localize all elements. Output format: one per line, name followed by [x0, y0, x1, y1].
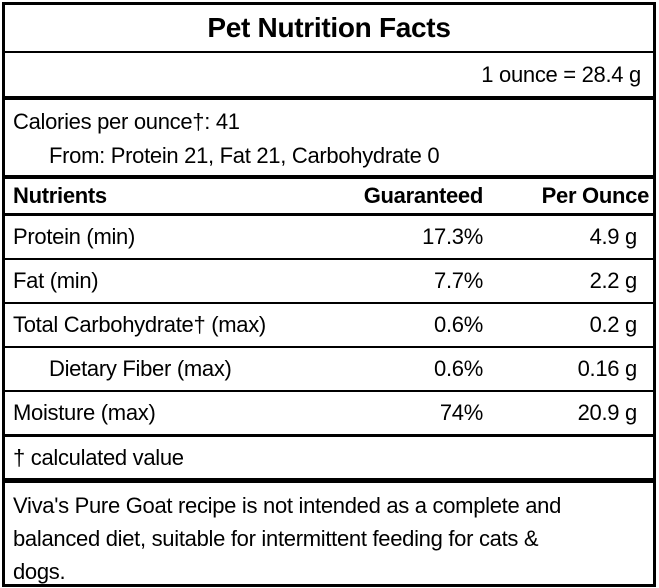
guaranteed-value: 0.6% [434, 312, 483, 337]
per-ounce-value: 0.16 g [577, 356, 638, 381]
table-row-protein: Protein (min) 17.3% 4.9 g [5, 216, 653, 260]
table-header-row: Nutrients Guaranteed Per Ounce [5, 179, 653, 216]
table-row-moisture: Moisture (max) 74% 20.9 g [5, 392, 653, 437]
per-ounce-value: 4.9 g [589, 224, 638, 249]
column-header-guaranteed: Guaranteed [363, 183, 484, 208]
column-header-per-ounce: Per Ounce [541, 183, 650, 208]
calories-section: Calories per ounce†: 41 From: Protein 21… [5, 100, 653, 179]
table-row-fat: Fat (min) 7.7% 2.2 g [5, 260, 653, 304]
serving-size-row: 1 ounce = 28.4 g [5, 53, 653, 100]
footnote-text: † calculated value [13, 444, 184, 470]
guaranteed-value: 7.7% [434, 268, 483, 293]
disclaimer-line: Viva's Pure Goat recipe is not intended … [13, 493, 562, 518]
nutrient-name: Dietary Fiber (max) [49, 356, 232, 381]
per-ounce-value: 2.2 g [589, 268, 638, 293]
table-row-carbohydrate: Total Carbohydrate† (max) 0.6% 0.2 g [5, 304, 653, 348]
disclaimer-section: Viva's Pure Goat recipe is not intended … [5, 483, 653, 587]
footnote-row: † calculated value [5, 437, 653, 483]
per-ounce-value: 0.2 g [589, 312, 638, 337]
disclaimer-line: balanced diet, suitable for intermittent… [13, 526, 539, 551]
guaranteed-value: 74% [439, 400, 483, 425]
guaranteed-value: 17.3% [422, 224, 483, 249]
label-title: Pet Nutrition Facts [5, 5, 653, 53]
per-ounce-value: 20.9 g [577, 400, 638, 425]
nutrient-name: Fat (min) [13, 268, 99, 293]
calories-from-text: From: Protein 21, Fat 21, Carbohydrate 0 [49, 143, 440, 168]
column-header-nutrients: Nutrients [13, 183, 107, 208]
nutrient-name: Moisture (max) [13, 400, 156, 425]
calories-per-ounce-text: Calories per ounce†: 41 [13, 109, 240, 134]
serving-size-text: 1 ounce = 28.4 g [481, 61, 641, 87]
disclaimer-line: dogs. [13, 559, 66, 584]
guaranteed-value: 0.6% [434, 356, 483, 381]
nutrient-name: Total Carbohydrate† (max) [13, 312, 266, 337]
table-row-dietary-fiber: Dietary Fiber (max) 0.6% 0.16 g [5, 348, 653, 392]
nutrient-name: Protein (min) [13, 224, 136, 249]
